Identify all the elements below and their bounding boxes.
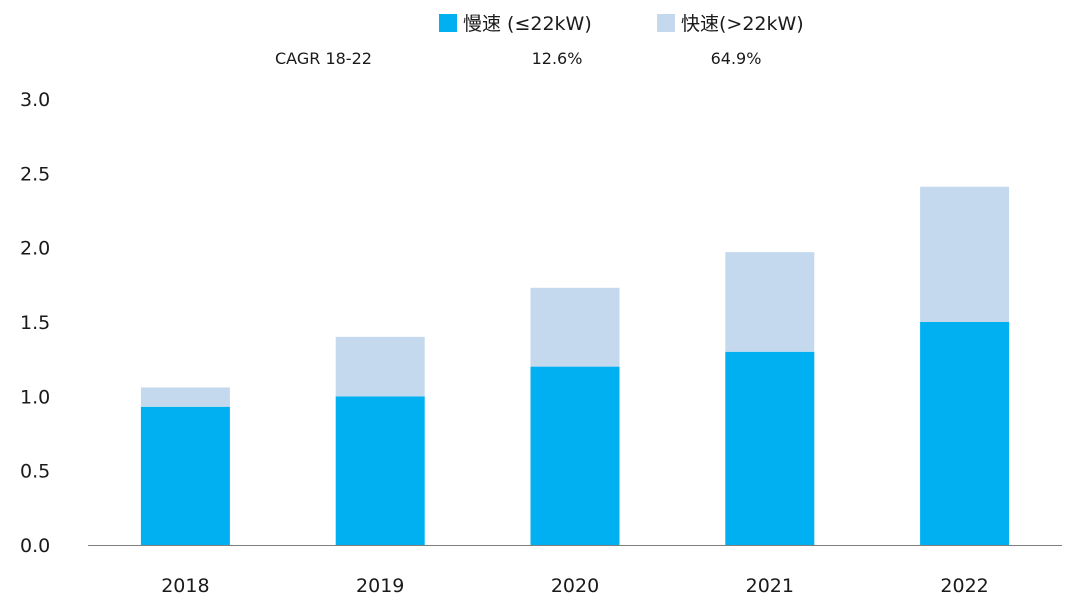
cagr-label: CAGR 18-22 bbox=[275, 49, 372, 68]
legend-swatch-2 bbox=[657, 14, 675, 32]
y-tick-label: 0.0 bbox=[20, 535, 50, 557]
y-tick-label: 2.5 bbox=[20, 163, 50, 185]
legend-label-2: 快速(>22kW) bbox=[681, 13, 804, 35]
y-tick-label: 0.5 bbox=[20, 461, 50, 483]
x-tick-label: 2020 bbox=[551, 575, 599, 597]
cagr-value-1: 12.6% bbox=[532, 49, 583, 68]
cagr-value-2: 64.9% bbox=[711, 49, 762, 68]
y-tick-label: 1.0 bbox=[20, 386, 50, 408]
y-tick-label: 1.5 bbox=[20, 312, 50, 334]
x-tick-label: 2019 bbox=[356, 575, 404, 597]
x-tick-label: 2018 bbox=[161, 575, 209, 597]
bars bbox=[140, 186, 1010, 545]
bar-2022-series-1 bbox=[920, 322, 1010, 545]
bar-2021-series-2 bbox=[725, 252, 815, 352]
bar-2018-series-1 bbox=[140, 406, 230, 545]
bar-2020-series-2 bbox=[530, 287, 620, 367]
bar-2018-series-2 bbox=[140, 387, 230, 407]
legend: 慢速 (≤22kW) 快速(>22kW) bbox=[439, 13, 804, 35]
bar-2019-series-2 bbox=[335, 336, 425, 397]
y-tick-label: 2.0 bbox=[20, 238, 50, 260]
x-tick-label: 2022 bbox=[940, 575, 988, 597]
legend-label-1: 慢速 (≤22kW) bbox=[463, 13, 592, 35]
bar-2019-series-1 bbox=[335, 396, 425, 545]
x-tick-label: 2021 bbox=[746, 575, 794, 597]
bar-2022-series-2 bbox=[920, 186, 1010, 322]
axes: 0.0 0.5 1.0 1.5 2.0 2.5 3.0 2018 2019 2020 2021 202… bbox=[20, 89, 1062, 597]
bar-2021-series-1 bbox=[725, 351, 815, 545]
bar-2020-series-1 bbox=[530, 366, 620, 545]
legend-swatch-1 bbox=[439, 14, 457, 32]
y-tick-label: 3.0 bbox=[20, 89, 50, 111]
cagr-row: CAGR 18-22 12.6% 64.9% bbox=[275, 49, 761, 68]
